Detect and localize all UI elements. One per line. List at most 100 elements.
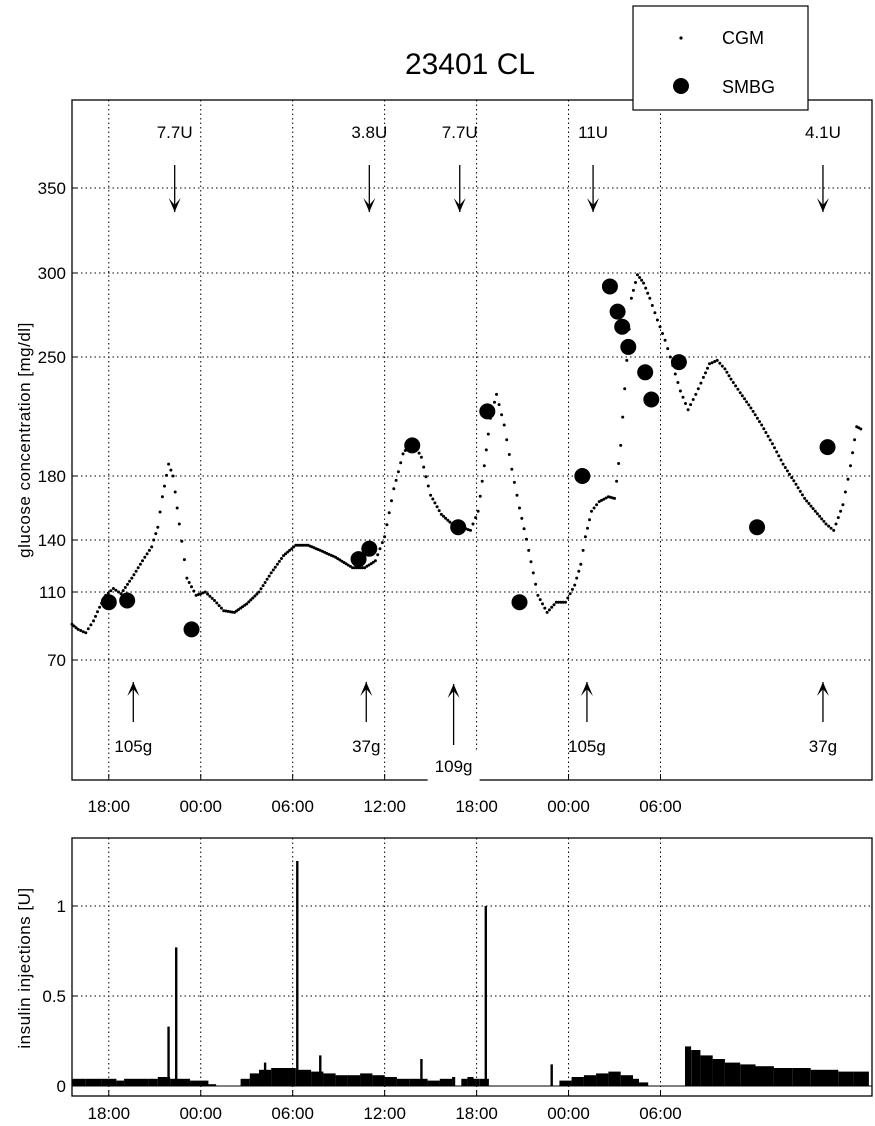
cgm-point [832, 528, 836, 532]
basal-bar [773, 1068, 793, 1086]
cgm-point [448, 520, 452, 524]
basal-bar [271, 1068, 284, 1086]
basal-bar [583, 1075, 597, 1086]
cgm-point [758, 420, 761, 424]
smbg-point [601, 278, 618, 295]
cgm-point [199, 592, 203, 596]
glucose-x-tick-label: 06:00 [271, 797, 314, 816]
cgm-point [74, 626, 78, 630]
basal-bar [559, 1080, 572, 1086]
basal-bar [712, 1059, 725, 1086]
smbg-point [119, 592, 136, 609]
basal-bar [467, 1077, 474, 1086]
cgm-point [524, 537, 528, 541]
cgm-point [590, 509, 593, 513]
cgm-point [743, 397, 746, 401]
basal-bar [685, 1046, 692, 1086]
cgm-point [646, 291, 650, 295]
cgm-point [275, 562, 279, 566]
cgm-point [552, 603, 556, 607]
cgm-point [818, 514, 822, 518]
legend-smbg-label: SMBG [722, 77, 775, 97]
glucose-y-tick-label: 250 [38, 348, 66, 367]
cgm-point [554, 600, 558, 604]
basal-bar [461, 1078, 468, 1086]
cgm-point [753, 413, 757, 417]
cgm-point [617, 462, 621, 465]
cgm-point [119, 592, 123, 596]
insulin-dose-label: 7.7U [157, 123, 193, 142]
cgm-point [486, 432, 490, 436]
cgm-point [210, 596, 214, 600]
cgm-point [634, 281, 637, 284]
smbg-point [643, 391, 660, 408]
cgm-point [79, 629, 83, 632]
cgm-point [713, 360, 717, 363]
cgm-point [699, 381, 703, 385]
glucose-x-tick-label: 00:00 [547, 797, 590, 816]
cgm-point [518, 506, 521, 510]
cgm-point [150, 545, 154, 549]
cgm-point [766, 434, 770, 438]
cgm-point [834, 522, 838, 526]
cgm-point [602, 497, 606, 501]
cgm-point [704, 371, 707, 375]
insulin-y-axis-label: insulin injections [U] [15, 887, 34, 1048]
cgm-point [777, 454, 781, 458]
cgm-point [201, 591, 205, 595]
cgm-point [803, 496, 807, 500]
cgm-point [706, 366, 709, 370]
basal-bar [620, 1075, 633, 1086]
cgm-point [600, 498, 603, 502]
cgm-point [230, 610, 234, 614]
chart-title: 23401 CL [405, 48, 535, 81]
cgm-point [666, 347, 670, 351]
cgm-point [545, 610, 549, 614]
basal-bar [740, 1064, 756, 1086]
cgm-point [92, 619, 95, 623]
cgm-point [480, 479, 484, 483]
cgm-point [431, 497, 435, 501]
cgm-point [302, 543, 306, 547]
cgm-point [731, 381, 735, 384]
cgm-point [271, 568, 275, 572]
insulin-dose-label: 4.1U [805, 123, 841, 142]
smbg-point [361, 540, 378, 557]
cgm-point [775, 450, 779, 454]
cgm-point [505, 438, 509, 442]
cgm-point [222, 609, 226, 613]
cgm-point [154, 532, 158, 536]
cgm-point [653, 311, 657, 315]
cgm-point [269, 571, 273, 575]
cgm-point [373, 559, 377, 563]
cgm-point [134, 569, 138, 573]
cgm-point [399, 461, 403, 465]
cgm-point [422, 465, 426, 469]
cgm-point [749, 406, 753, 410]
carb-arrow-head [816, 682, 829, 696]
carb-arrow-head [127, 682, 140, 696]
cgm-point [849, 464, 852, 468]
cgm-point [586, 526, 589, 530]
smbg-point [614, 318, 631, 335]
basal-bar [396, 1078, 410, 1086]
cgm-point [126, 582, 129, 586]
cgm-point [813, 509, 817, 513]
cgm-point [419, 455, 423, 459]
glucose-panel-frame [71, 99, 873, 781]
glucose-grid [72, 100, 872, 780]
cgm-point [84, 631, 88, 635]
cgm-point [805, 499, 809, 503]
cgm-point [376, 553, 380, 557]
cgm-point [387, 511, 391, 515]
smbg-point [350, 551, 367, 568]
basal-bar [853, 1071, 869, 1086]
cgm-point [298, 543, 302, 547]
basal-bar [157, 1077, 171, 1086]
smbg-point [609, 303, 626, 320]
legend: CGM SMBG [632, 5, 809, 111]
legend-box [632, 5, 809, 111]
cgm-point [597, 500, 601, 504]
carb-arrow-head [447, 684, 460, 698]
cgm-point [710, 361, 714, 365]
